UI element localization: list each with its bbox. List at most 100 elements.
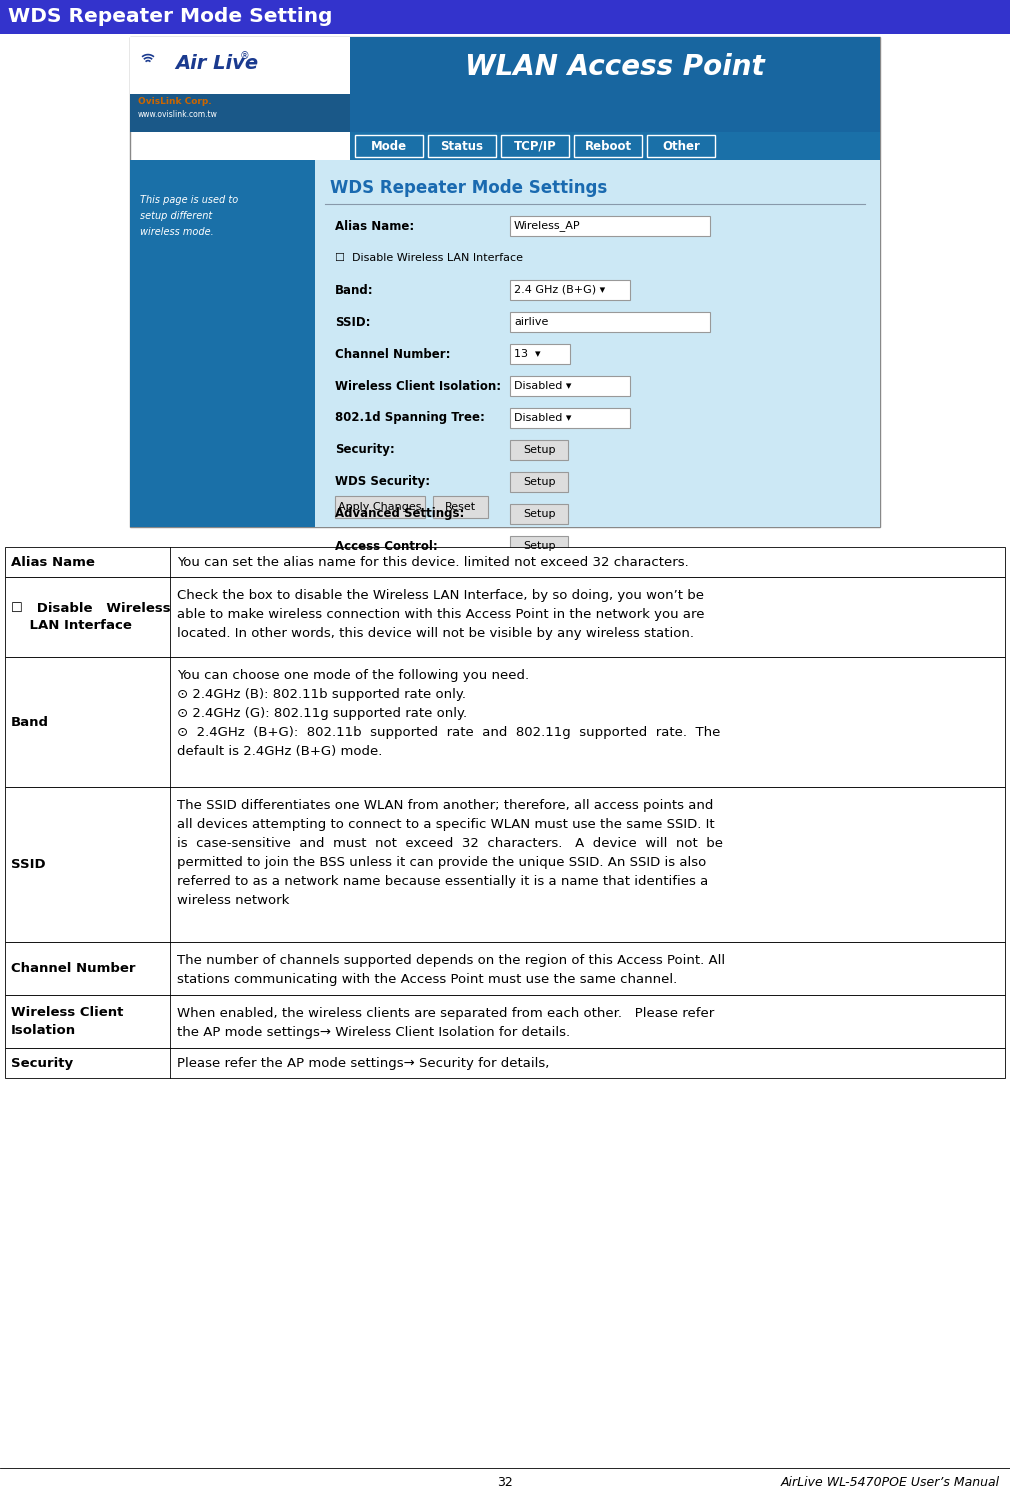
Bar bbox=[5, 576, 1005, 657]
Bar bbox=[130, 37, 350, 132]
Text: Wireless Client Isolation:: Wireless Client Isolation: bbox=[335, 380, 501, 392]
Text: You can choose one mode of the following you need.: You can choose one mode of the following… bbox=[177, 669, 529, 683]
Text: Other: Other bbox=[663, 139, 700, 153]
Text: Access Control:: Access Control: bbox=[335, 539, 437, 552]
Text: www.ovislink.com.tw: www.ovislink.com.tw bbox=[138, 111, 218, 120]
Text: referred to as a network name because essentially it is a name that identifies a: referred to as a network name because es… bbox=[177, 876, 708, 888]
Bar bbox=[574, 135, 642, 157]
Text: OvisLink Corp.: OvisLink Corp. bbox=[138, 97, 212, 106]
Bar bbox=[130, 160, 315, 527]
Bar bbox=[5, 657, 1005, 787]
Text: 2.4 GHz (B+G) ▾: 2.4 GHz (B+G) ▾ bbox=[514, 284, 605, 295]
Bar bbox=[0, 0, 1010, 34]
Text: AirLive WL-5470POE User’s Manual: AirLive WL-5470POE User’s Manual bbox=[781, 1476, 1000, 1490]
Text: Wireless_AP: Wireless_AP bbox=[514, 220, 581, 232]
Text: ⊙ 2.4GHz (G): 802.11g supported rate only.: ⊙ 2.4GHz (G): 802.11g supported rate onl… bbox=[177, 707, 467, 720]
Bar bbox=[510, 216, 710, 237]
Text: Mode: Mode bbox=[371, 139, 407, 153]
Bar bbox=[510, 536, 568, 555]
Text: Setup: Setup bbox=[523, 540, 556, 551]
Text: Alias Name: Alias Name bbox=[11, 555, 95, 569]
Text: The number of channels supported depends on the region of this Access Point. All: The number of channels supported depends… bbox=[177, 954, 725, 967]
Bar bbox=[510, 504, 568, 524]
Text: Wireless Client
Isolation: Wireless Client Isolation bbox=[11, 1006, 123, 1036]
Text: ⊙  2.4GHz  (B+G):  802.11b  supported  rate  and  802.11g  supported  rate.  The: ⊙ 2.4GHz (B+G): 802.11b supported rate a… bbox=[177, 726, 720, 740]
Bar bbox=[5, 1048, 1005, 1078]
Text: Band:: Band: bbox=[335, 283, 374, 296]
Text: ☐   Disable   Wireless
    LAN Interface: ☐ Disable Wireless LAN Interface bbox=[11, 602, 171, 632]
Text: The SSID differentiates one WLAN from another; therefore, all access points and: The SSID differentiates one WLAN from an… bbox=[177, 799, 713, 811]
Text: Channel Number: Channel Number bbox=[11, 963, 135, 975]
Text: 13  ▾: 13 ▾ bbox=[514, 349, 540, 359]
Text: SSID: SSID bbox=[11, 858, 45, 871]
Text: Advanced Settings:: Advanced Settings: bbox=[335, 507, 465, 521]
Text: Status: Status bbox=[440, 139, 484, 153]
Text: permitted to join the BSS unless it can provide the unique SSID. An SSID is also: permitted to join the BSS unless it can … bbox=[177, 856, 706, 868]
Text: 32: 32 bbox=[497, 1476, 513, 1490]
Bar bbox=[350, 132, 880, 160]
Bar bbox=[647, 135, 715, 157]
Text: wireless mode.: wireless mode. bbox=[140, 228, 214, 237]
Text: Check the box to disable the Wireless LAN Interface, by so doing, you won’t be: Check the box to disable the Wireless LA… bbox=[177, 588, 704, 602]
Bar bbox=[355, 135, 423, 157]
Text: WDS Repeater Mode Setting: WDS Repeater Mode Setting bbox=[8, 7, 332, 27]
Bar bbox=[5, 787, 1005, 942]
Bar bbox=[501, 135, 569, 157]
Text: Reboot: Reboot bbox=[585, 139, 631, 153]
Text: Channel Number:: Channel Number: bbox=[335, 347, 450, 361]
Text: Security:: Security: bbox=[335, 443, 395, 457]
Bar bbox=[5, 996, 1005, 1048]
Text: Reset: Reset bbox=[445, 501, 476, 512]
Text: ⊙ 2.4GHz (B): 802.11b supported rate only.: ⊙ 2.4GHz (B): 802.11b supported rate onl… bbox=[177, 689, 466, 701]
Text: the AP mode settings→ Wireless Client Isolation for details.: the AP mode settings→ Wireless Client Is… bbox=[177, 1025, 570, 1039]
Text: is  case-sensitive  and  must  not  exceed  32  characters.   A  device  will  n: is case-sensitive and must not exceed 32… bbox=[177, 837, 723, 850]
Bar bbox=[510, 409, 630, 428]
Bar bbox=[510, 311, 710, 332]
Text: default is 2.4GHz (B+G) mode.: default is 2.4GHz (B+G) mode. bbox=[177, 746, 383, 757]
Text: setup different: setup different bbox=[140, 211, 212, 222]
Text: Apply Changes: Apply Changes bbox=[338, 501, 422, 512]
Bar bbox=[510, 440, 568, 460]
Bar bbox=[130, 37, 880, 132]
Bar bbox=[433, 496, 488, 518]
Bar bbox=[5, 942, 1005, 996]
Bar bbox=[510, 344, 570, 364]
Text: Disabled ▾: Disabled ▾ bbox=[514, 413, 572, 424]
Text: Security: Security bbox=[11, 1057, 73, 1069]
Text: WLAN Access Point: WLAN Access Point bbox=[466, 54, 765, 81]
Text: You can set the alias name for this device. limited not exceed 32 characters.: You can set the alias name for this devi… bbox=[177, 555, 689, 569]
Text: SSID:: SSID: bbox=[335, 316, 371, 328]
Text: Air Live: Air Live bbox=[175, 54, 259, 73]
Text: Alias Name:: Alias Name: bbox=[335, 220, 414, 232]
Text: Disabled ▾: Disabled ▾ bbox=[514, 382, 572, 391]
Text: TCP/IP: TCP/IP bbox=[514, 139, 557, 153]
Text: WDS Security:: WDS Security: bbox=[335, 476, 430, 488]
Text: Band: Band bbox=[11, 716, 49, 729]
Text: located. In other words, this device will not be visible by any wireless station: located. In other words, this device wil… bbox=[177, 627, 694, 641]
Bar bbox=[130, 37, 350, 94]
Bar bbox=[510, 376, 630, 397]
Text: ☐  Disable Wireless LAN Interface: ☐ Disable Wireless LAN Interface bbox=[335, 253, 523, 263]
Text: able to make wireless connection with this Access Point in the network you are: able to make wireless connection with th… bbox=[177, 608, 705, 621]
Text: all devices attempting to connect to a specific WLAN must use the same SSID. It: all devices attempting to connect to a s… bbox=[177, 817, 715, 831]
Text: When enabled, the wireless clients are separated from each other.   Please refer: When enabled, the wireless clients are s… bbox=[177, 1007, 714, 1019]
Text: 802.1d Spanning Tree:: 802.1d Spanning Tree: bbox=[335, 412, 485, 425]
Text: Setup: Setup bbox=[523, 445, 556, 455]
Text: Please refer the AP mode settings→ Security for details,: Please refer the AP mode settings→ Secur… bbox=[177, 1057, 549, 1069]
Text: wireless network: wireless network bbox=[177, 894, 290, 907]
Bar bbox=[130, 37, 350, 132]
Text: stations communicating with the Access Point must use the same channel.: stations communicating with the Access P… bbox=[177, 973, 678, 987]
Bar bbox=[510, 280, 630, 299]
Text: Setup: Setup bbox=[523, 509, 556, 519]
Bar bbox=[5, 546, 1005, 576]
Text: ®: ® bbox=[240, 51, 249, 61]
Text: Setup: Setup bbox=[523, 478, 556, 487]
Text: WDS Repeater Mode Settings: WDS Repeater Mode Settings bbox=[330, 180, 607, 198]
Bar bbox=[130, 37, 880, 527]
Bar bbox=[510, 472, 568, 493]
Text: This page is used to: This page is used to bbox=[140, 195, 238, 205]
Bar bbox=[428, 135, 496, 157]
Bar bbox=[315, 160, 880, 527]
Bar bbox=[335, 496, 425, 518]
Text: airlive: airlive bbox=[514, 317, 548, 326]
